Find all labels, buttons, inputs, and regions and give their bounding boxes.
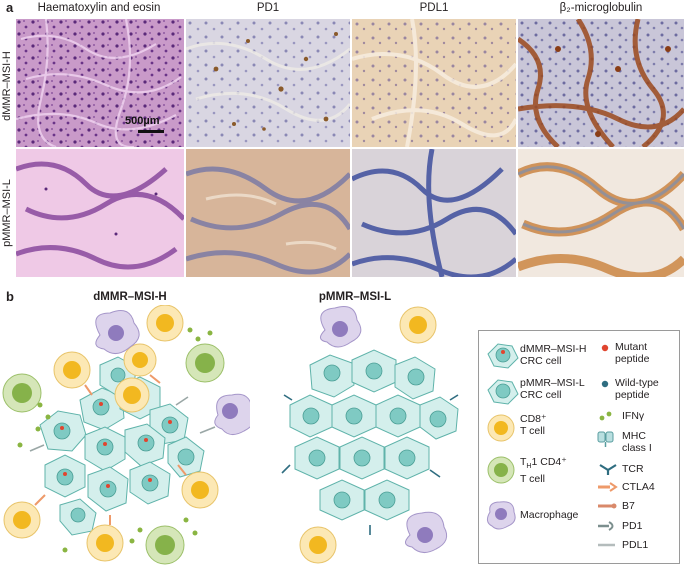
legend-th1-label: TH1 CD4⁺ T cell xyxy=(520,456,567,486)
legend-cd8-label: CD8⁺ T cell xyxy=(520,413,547,437)
scale-bar xyxy=(138,130,164,133)
dmmr-cell-diagram xyxy=(2,305,250,565)
legend-macrophage-icon xyxy=(486,501,516,530)
legend-tcr-label: TCR xyxy=(622,463,644,475)
legend-b7-label: B7 xyxy=(622,500,635,512)
dmmr-th1-t-cells xyxy=(2,343,225,565)
legend-pdl1-label: PDL1 xyxy=(622,539,649,551)
panel-a-letter: a xyxy=(6,0,14,15)
pmmr-diagram-title: pMMR–MSI-L xyxy=(318,291,392,303)
legend-crc-dmmr-icon xyxy=(487,343,519,369)
micrograph-he-dmmr xyxy=(16,19,184,147)
legend-pmmr-label: pMMR–MSI-L CRC cell xyxy=(520,377,585,401)
micrograph-pdl1-pmmr xyxy=(352,149,516,277)
legend-crc-pmmr-icon xyxy=(487,379,519,405)
legend-mutant-icon xyxy=(601,344,609,352)
legend-box xyxy=(478,330,680,564)
micrograph-b2m-dmmr xyxy=(518,19,684,147)
micrograph-he-pmmr xyxy=(16,149,184,277)
legend-mhc-label: MHC class I xyxy=(622,430,652,454)
row-header-pmmr: pMMR–MSI-L xyxy=(1,179,13,247)
legend-mhc-icon xyxy=(597,431,614,447)
scale-bar-label: 500µm xyxy=(125,115,160,127)
legend-dmmr-label: dMMR–MSI-H CRC cell xyxy=(520,343,587,367)
micrograph-pd1-dmmr xyxy=(186,19,350,147)
legend-ifng-label: IFNγ xyxy=(622,410,645,422)
micrograph-b2m-pmmr xyxy=(518,149,684,277)
column-header-pd1: PD1 xyxy=(256,2,280,14)
column-header-pdl1: PDL1 xyxy=(419,2,449,14)
legend-pd1-label: PD1 xyxy=(622,520,643,532)
legend-b7-icon xyxy=(598,503,617,509)
dmmr-diagram-title: dMMR–MSI-H xyxy=(93,291,167,303)
micrograph-pdl1-dmmr xyxy=(352,19,516,147)
legend-cd8-icon xyxy=(487,414,515,442)
legend-pdl1-icon xyxy=(598,543,615,547)
panel-b-letter: b xyxy=(6,289,14,304)
legend-mutant-label: Mutant peptide xyxy=(615,341,650,365)
dmmr-macrophages xyxy=(95,310,250,435)
legend-ctla4-label: CTLA4 xyxy=(622,481,655,493)
legend-ifng-icon xyxy=(599,411,612,421)
legend-th1-icon xyxy=(487,456,515,484)
pmmr-macrophages xyxy=(320,306,448,553)
legend-macrophage-label: Macrophage xyxy=(520,509,579,521)
dmmr-cd8-t-cells xyxy=(3,305,219,562)
legend-ctla4-icon xyxy=(598,482,618,492)
column-header-he: Haematoxylin and eosin xyxy=(37,2,161,14)
legend-wildtype-icon xyxy=(601,380,609,388)
pmmr-cell-diagram xyxy=(281,306,459,564)
row-header-dmmr: dMMR–MSI-H xyxy=(1,51,13,121)
legend-wildtype-label: Wild-type peptide xyxy=(615,377,659,401)
legend-pd1-icon xyxy=(598,521,614,531)
column-header-b2m: β₂-microglobulin xyxy=(559,2,643,14)
micrograph-pd1-pmmr xyxy=(186,149,350,277)
legend-tcr-icon xyxy=(599,464,617,475)
pmmr-cd8-t-cells xyxy=(299,306,437,564)
